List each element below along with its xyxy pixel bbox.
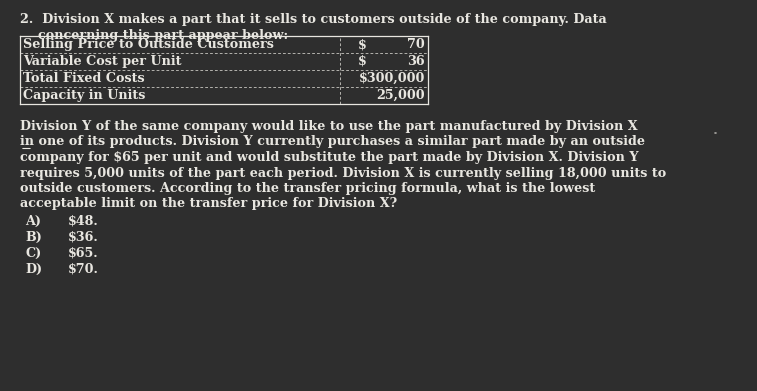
- Text: concerning this part appear below:: concerning this part appear below:: [20, 29, 288, 42]
- Text: 70: 70: [407, 38, 425, 51]
- Text: $36.: $36.: [68, 231, 98, 244]
- Text: $70.: $70.: [68, 262, 99, 276]
- Text: 25,000: 25,000: [376, 89, 425, 102]
- Text: $65.: $65.: [68, 246, 98, 260]
- Text: company for $65 per unit and would substitute the part made by Division X. Divis: company for $65 per unit and would subst…: [20, 151, 639, 164]
- Text: C): C): [25, 246, 41, 260]
- Text: A): A): [25, 215, 41, 228]
- Text: 36: 36: [407, 55, 425, 68]
- Text: Capacity in Units: Capacity in Units: [23, 89, 145, 102]
- Text: D): D): [25, 262, 42, 276]
- Text: $48.: $48.: [68, 215, 98, 228]
- Text: $: $: [357, 38, 366, 51]
- Text: in one of its products. Division Y currently purchases a similar part made by an: in one of its products. Division Y curre…: [20, 136, 645, 149]
- Text: acceptable limit on the transfer price for Division X?: acceptable limit on the transfer price f…: [20, 197, 397, 210]
- Text: B): B): [25, 231, 42, 244]
- Text: 2.  Division X makes a part that it sells to customers outside of the company. D: 2. Division X makes a part that it sells…: [20, 13, 607, 26]
- Text: requires 5,000 units of the part each period. Division X is currently selling 18: requires 5,000 units of the part each pe…: [20, 167, 666, 179]
- Text: Division Y of the same company would like to use the part manufactured by Divisi: Division Y of the same company would lik…: [20, 120, 637, 133]
- Text: Selling Price to Outside Customers: Selling Price to Outside Customers: [23, 38, 274, 51]
- Text: $: $: [357, 55, 366, 68]
- Text: $300,000: $300,000: [359, 72, 425, 85]
- Text: outside customers. According to the transfer pricing formula, what is the lowest: outside customers. According to the tran…: [20, 182, 595, 195]
- Text: Variable Cost per Unit: Variable Cost per Unit: [23, 55, 182, 68]
- Text: Total Fixed Costs: Total Fixed Costs: [23, 72, 145, 85]
